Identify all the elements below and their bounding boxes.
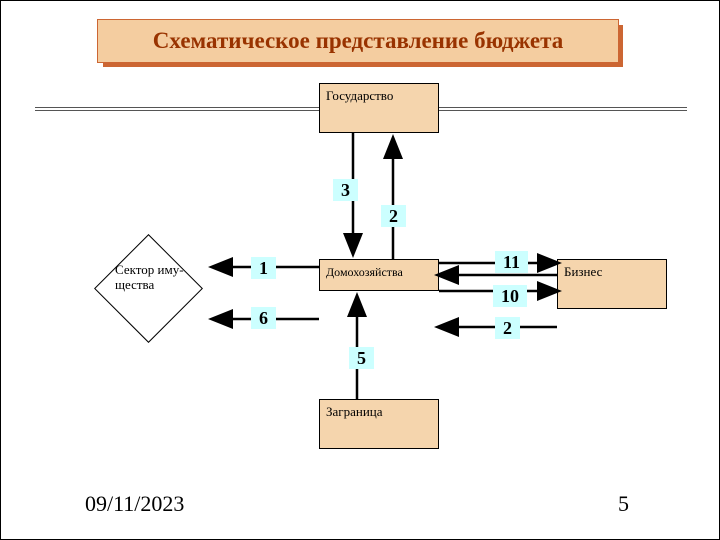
slide: Схематическое представление бюджета Госу… bbox=[0, 0, 720, 540]
flow-label: 1 bbox=[251, 257, 276, 279]
page-number: 5 bbox=[618, 491, 629, 517]
flow-label: 5 bbox=[349, 347, 374, 369]
flow-label: 2 bbox=[495, 317, 520, 339]
node-abroad: Заграница bbox=[319, 399, 439, 449]
title-container: Схематическое представление бюджета bbox=[97, 19, 619, 63]
node-property-label: Сектор иму-щества bbox=[115, 263, 185, 293]
flow-label: 11 bbox=[495, 251, 528, 273]
flow-label: 3 bbox=[333, 179, 358, 201]
node-state: Государство bbox=[319, 83, 439, 133]
title-box: Схематическое представление бюджета bbox=[97, 19, 619, 63]
flow-label: 10 bbox=[493, 285, 527, 307]
node-household: Домохозяйства bbox=[319, 259, 439, 291]
flow-label: 6 bbox=[251, 307, 276, 329]
node-business: Бизнес bbox=[557, 259, 667, 309]
node-abroad-label: Заграница bbox=[326, 404, 383, 419]
node-state-label: Государство bbox=[326, 88, 393, 103]
date: 09/11/2023 bbox=[85, 491, 184, 517]
flow-label: 2 bbox=[381, 205, 406, 227]
node-household-label: Домохозяйства bbox=[326, 265, 403, 279]
node-business-label: Бизнес bbox=[564, 264, 602, 279]
title-text: Схематическое представление бюджета bbox=[153, 28, 563, 54]
